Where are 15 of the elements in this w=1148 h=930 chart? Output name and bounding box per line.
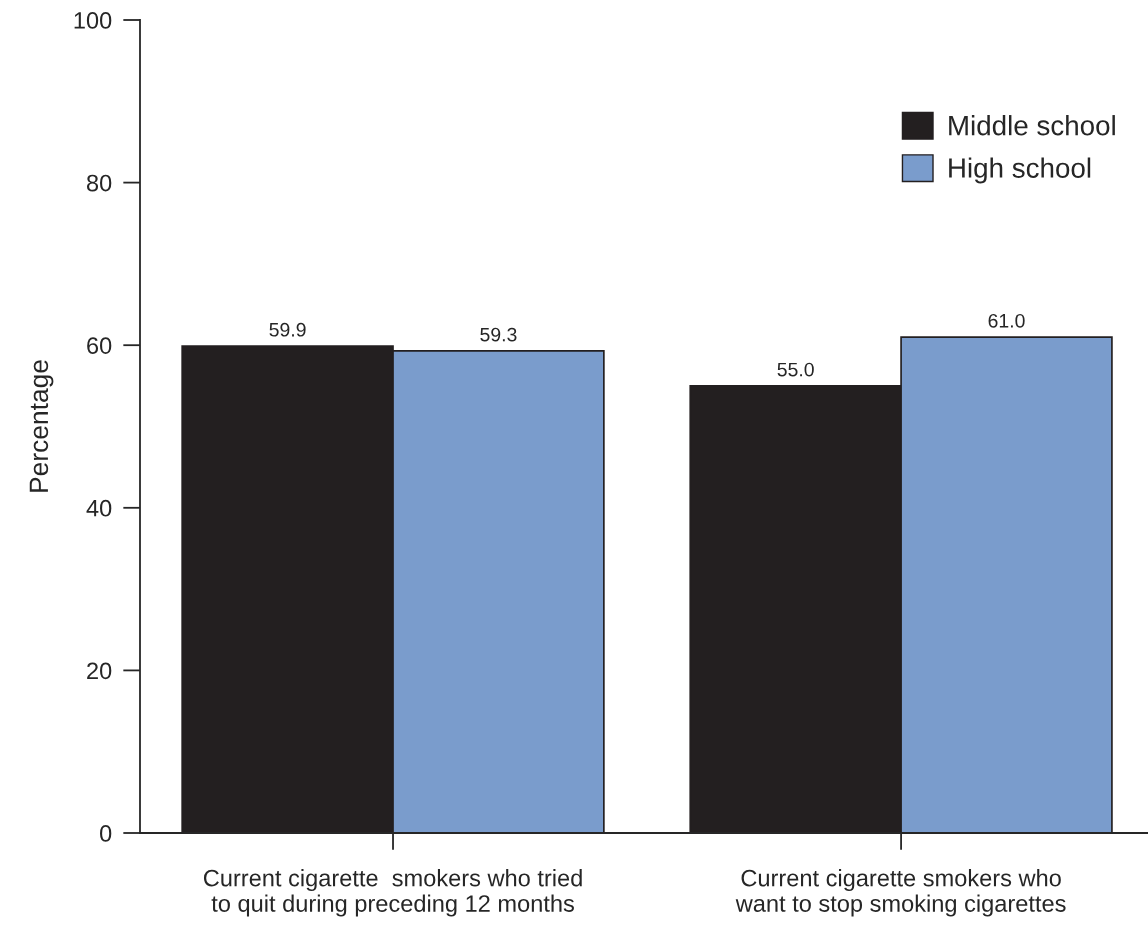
y-tick-label: 20 <box>87 662 112 680</box>
data-label: 61.0 <box>988 313 1025 328</box>
x-tick-label: Current cigarette smokers who tried to quit during preceding 12 months <box>203 869 582 917</box>
data-label: 59.9 <box>269 322 306 337</box>
y-tick-label: 80 <box>86 174 112 192</box>
data-label: 59.3 <box>480 327 517 342</box>
y-tick-label: 40 <box>86 499 112 517</box>
data-label: 55.0 <box>777 362 814 377</box>
legend-label: Middle school <box>949 115 1115 136</box>
y-axis-title: Percentage <box>29 360 54 492</box>
x-tick-label: Current cigarette smokers who want to stop smoking cigarettes <box>735 869 1066 917</box>
y-tick-label: 0 <box>100 825 112 842</box>
y-tick-label: 100 <box>74 12 112 29</box>
legend-label: High school <box>949 157 1091 184</box>
y-tick-label: 60 <box>87 337 112 354</box>
